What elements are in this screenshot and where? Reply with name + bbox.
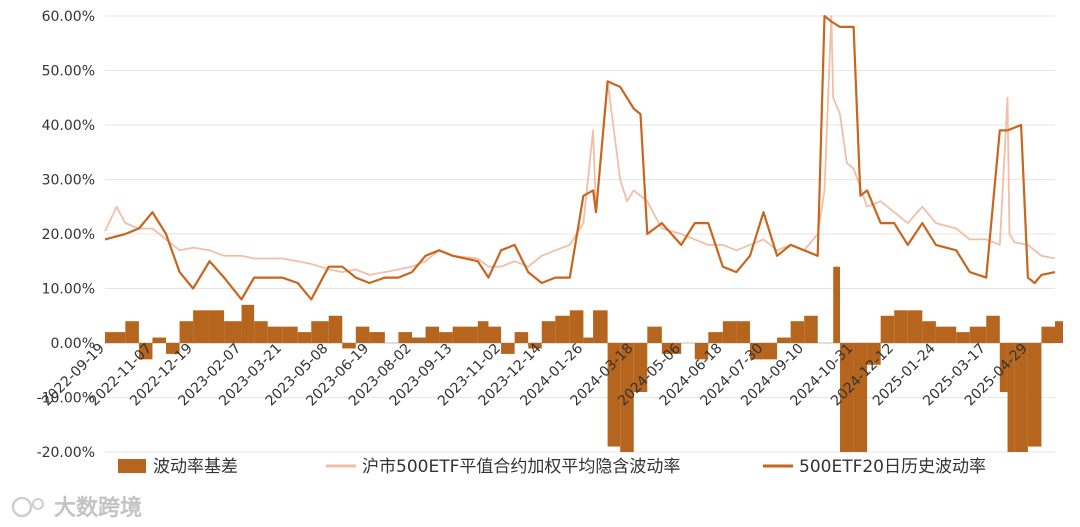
basis-bar bbox=[633, 343, 648, 393]
basis-bar bbox=[790, 321, 805, 343]
basis-bar bbox=[452, 326, 478, 343]
basis-bar bbox=[922, 321, 936, 343]
basis-area bbox=[105, 266, 1063, 452]
y-tick-label: 20.00% bbox=[42, 227, 95, 243]
basis-bar bbox=[833, 266, 841, 343]
basis-bar bbox=[1014, 343, 1028, 452]
y-tick-label: 60.00% bbox=[42, 9, 95, 25]
basis-bar bbox=[736, 321, 750, 343]
basis-bar bbox=[935, 326, 957, 343]
basis-bar bbox=[569, 310, 584, 343]
basis-bar bbox=[694, 343, 709, 360]
historical-vol-line bbox=[104, 14, 1056, 301]
y-tick-label: 0.00% bbox=[51, 336, 95, 352]
legend-swatch-basis bbox=[118, 459, 146, 473]
basis-bar bbox=[647, 326, 662, 343]
basis-bar bbox=[179, 321, 194, 343]
basis-bar bbox=[853, 343, 868, 452]
basis-bar bbox=[749, 343, 764, 360]
y-tick-label: 50.00% bbox=[42, 64, 95, 80]
y-tick-label: -20.00% bbox=[37, 445, 95, 461]
basis-bar bbox=[398, 332, 412, 343]
basis-bar bbox=[105, 332, 126, 343]
basis-bar bbox=[986, 315, 1000, 343]
legend-label-iv: 沪市500ETF平值合约加权平均隐含波动率 bbox=[362, 457, 680, 477]
basis-bar bbox=[209, 310, 225, 343]
basis-bar bbox=[969, 326, 987, 343]
basis-bar bbox=[241, 304, 255, 343]
basis-bar bbox=[138, 343, 153, 360]
y-tick-label: 30.00% bbox=[42, 173, 95, 189]
basis-bar bbox=[411, 337, 426, 343]
y-tick-label: 40.00% bbox=[42, 118, 95, 134]
basis-bar bbox=[369, 332, 385, 343]
basis-bar bbox=[488, 326, 502, 343]
basis-bar bbox=[804, 315, 818, 343]
watermark-logo-dot bbox=[32, 498, 44, 510]
basis-bar bbox=[166, 343, 180, 354]
basis-bar bbox=[907, 310, 923, 343]
basis-bar bbox=[297, 332, 312, 343]
basis-bar bbox=[282, 326, 298, 343]
watermark: 大数跨境 bbox=[11, 495, 142, 521]
basis-bar bbox=[541, 321, 556, 343]
basis-bar bbox=[439, 332, 453, 343]
basis-bar bbox=[1041, 326, 1055, 343]
basis-bar bbox=[555, 315, 570, 343]
basis-bar bbox=[1007, 343, 1015, 452]
basis-bar bbox=[607, 343, 621, 447]
basis-bar bbox=[342, 343, 356, 349]
basis-bar bbox=[1027, 343, 1042, 447]
basis-bar bbox=[193, 310, 210, 343]
basis-bar bbox=[224, 321, 242, 343]
legend: 波动率基差 沪市500ETF平值合约加权平均隐含波动率 500ETF20日历史波… bbox=[118, 457, 986, 477]
x-axis: 2022-09-192022-11-072022-12-192023-02-07… bbox=[39, 340, 1031, 409]
basis-bar bbox=[355, 326, 370, 343]
basis-bar bbox=[328, 315, 343, 343]
series-lines bbox=[104, 14, 1056, 301]
y-tick-label: 10.00% bbox=[42, 282, 95, 298]
basis-bar bbox=[593, 310, 608, 343]
y-tick-label: -10.00% bbox=[37, 391, 95, 407]
basis-bar bbox=[477, 321, 489, 343]
watermark-text: 大数跨境 bbox=[54, 495, 142, 521]
basis-bar bbox=[254, 321, 268, 343]
y-axis: 60.00% 50.00% 40.00% 30.00% 20.00% 10.00% 0.00… bbox=[37, 9, 95, 461]
basis-bar bbox=[514, 332, 529, 343]
basis-bar bbox=[125, 321, 139, 343]
basis-bar bbox=[999, 343, 1008, 393]
legend-label-hv: 500ETF20日历史波动率 bbox=[799, 457, 986, 477]
legend-label-basis: 波动率基差 bbox=[153, 457, 238, 477]
basis-bar bbox=[708, 332, 723, 343]
basis-bar bbox=[956, 332, 970, 343]
basis-bar bbox=[661, 343, 682, 354]
basis-bar bbox=[425, 326, 440, 343]
basis-bar bbox=[840, 343, 854, 452]
basis-bar bbox=[267, 326, 283, 343]
basis-bar bbox=[894, 310, 908, 343]
implied-vol-line bbox=[104, 15, 1056, 276]
basis-bar bbox=[880, 315, 895, 343]
watermark-logo-icon bbox=[11, 496, 33, 518]
basis-bar bbox=[763, 343, 778, 360]
basis-bar bbox=[152, 337, 167, 343]
basis-bar bbox=[722, 321, 737, 343]
basis-bar bbox=[867, 343, 881, 365]
basis-bar bbox=[583, 337, 594, 343]
basis-bar bbox=[528, 343, 542, 349]
basis-bar bbox=[501, 343, 515, 354]
basis-bar bbox=[777, 337, 791, 343]
basis-bar bbox=[311, 321, 329, 343]
basis-bar bbox=[620, 343, 634, 452]
basis-bar bbox=[1055, 321, 1063, 343]
